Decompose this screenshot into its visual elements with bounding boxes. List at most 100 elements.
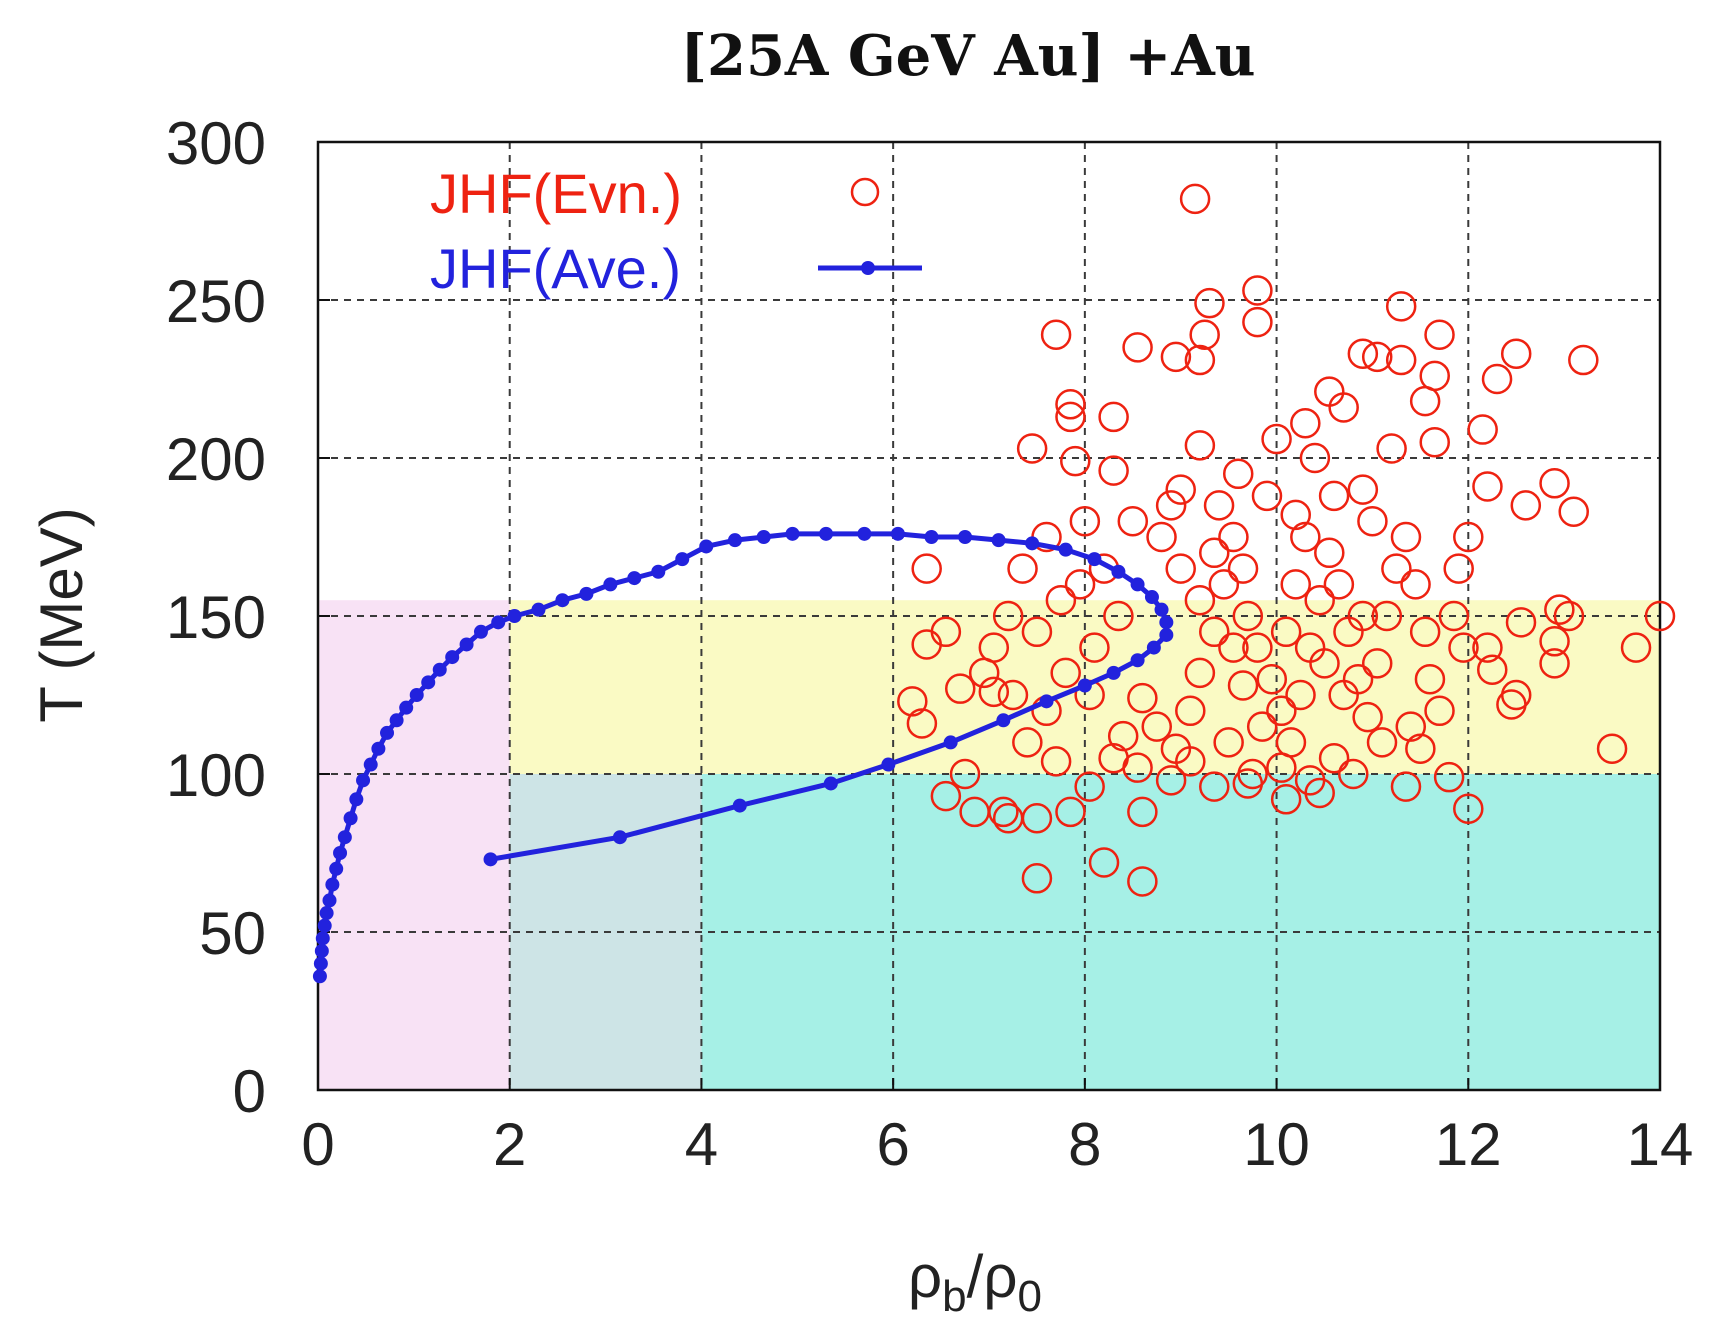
average-point (325, 877, 340, 892)
event-point (1146, 521, 1177, 553)
event-point (1381, 553, 1412, 584)
event-point (1122, 332, 1153, 363)
event-point (1290, 407, 1321, 439)
event-point (1242, 275, 1273, 306)
event-point (1620, 632, 1652, 663)
event-point (1218, 632, 1249, 663)
average-point (531, 602, 546, 617)
average-point (756, 530, 771, 544)
pink-region (318, 600, 510, 1090)
event-point (1160, 341, 1192, 373)
event-point (1242, 306, 1273, 338)
x-tick-label: 0 (301, 1111, 334, 1178)
average-point (857, 526, 872, 541)
event-point (1318, 480, 1350, 512)
event-point (1270, 616, 1302, 648)
shaded-regions (318, 600, 1660, 1090)
event-point (1261, 423, 1292, 455)
average-point (555, 593, 570, 608)
average-point (459, 637, 474, 652)
event-point (1539, 468, 1570, 499)
event-point (1500, 338, 1532, 369)
event-point (1352, 701, 1383, 733)
average-point (322, 893, 337, 908)
event-point (1098, 742, 1129, 774)
event-point (1409, 385, 1441, 417)
average-point (1077, 678, 1092, 693)
event-point (906, 708, 938, 739)
average-point (389, 713, 404, 728)
average-point (1159, 627, 1174, 642)
average-point (991, 533, 1006, 548)
event-point (1208, 569, 1240, 600)
event-point (911, 629, 942, 660)
event-point (1189, 319, 1220, 351)
average-point (924, 530, 939, 544)
event-point (1539, 626, 1570, 657)
event-point (1357, 505, 1388, 537)
event-point (897, 686, 928, 717)
average-point (343, 811, 358, 826)
y-tick-label: 50 (199, 900, 266, 967)
x-tick-label: 6 (876, 1111, 909, 1178)
average-point (612, 830, 627, 845)
average-point (371, 741, 386, 756)
average-point (675, 552, 690, 567)
event-point (1098, 401, 1129, 433)
event-point (978, 676, 1010, 708)
average-point (432, 662, 447, 677)
event-point (1021, 802, 1053, 834)
event-point (1199, 537, 1230, 569)
average-point (1058, 542, 1073, 557)
event-point (944, 673, 976, 704)
x-axis-label-sub-0: 0 (1017, 1272, 1041, 1321)
event-point (1347, 600, 1379, 632)
event-point (1419, 360, 1450, 392)
event-point (1141, 711, 1172, 742)
event-point (1328, 392, 1359, 423)
event-point (1644, 600, 1676, 632)
average-point (1130, 653, 1145, 668)
x-tick-label: 2 (493, 1111, 526, 1178)
event-point (1477, 654, 1508, 685)
event-point (1127, 866, 1158, 897)
event-point (1179, 183, 1211, 215)
event-point (1409, 616, 1441, 648)
event-point (1309, 648, 1340, 679)
event-point (1155, 765, 1187, 796)
event-point (1400, 569, 1431, 600)
event-point (1199, 616, 1230, 648)
event-point (1055, 389, 1086, 420)
event-point (1376, 433, 1407, 464)
event-point (1453, 521, 1484, 553)
event-point (1064, 569, 1096, 600)
average-point (445, 650, 460, 665)
x-tick-label: 12 (1435, 1111, 1502, 1178)
event-point (1280, 499, 1311, 531)
event-point (1266, 752, 1297, 783)
average-point (881, 757, 896, 772)
event-point (1424, 695, 1455, 727)
event-point (1304, 584, 1335, 616)
average-point (819, 526, 834, 541)
event-point (1314, 537, 1345, 569)
event-point (1055, 796, 1086, 828)
event-point (1232, 600, 1264, 632)
event-point (1390, 771, 1422, 802)
event-point (1510, 490, 1542, 521)
event-point (1060, 445, 1091, 477)
event-point (1107, 720, 1139, 752)
event-point (1323, 569, 1355, 600)
average-point (329, 861, 344, 876)
event-point (1270, 784, 1302, 815)
event-point (1472, 632, 1503, 663)
average-point (483, 852, 498, 867)
legend: JHF(Evn.) JHF(Ave.) (430, 162, 922, 300)
average-point (356, 773, 371, 788)
average-point (421, 675, 436, 690)
series-events (897, 183, 1676, 897)
average-point (651, 564, 666, 579)
average-point (1144, 590, 1159, 605)
x-tick-label: 8 (1068, 1111, 1101, 1178)
